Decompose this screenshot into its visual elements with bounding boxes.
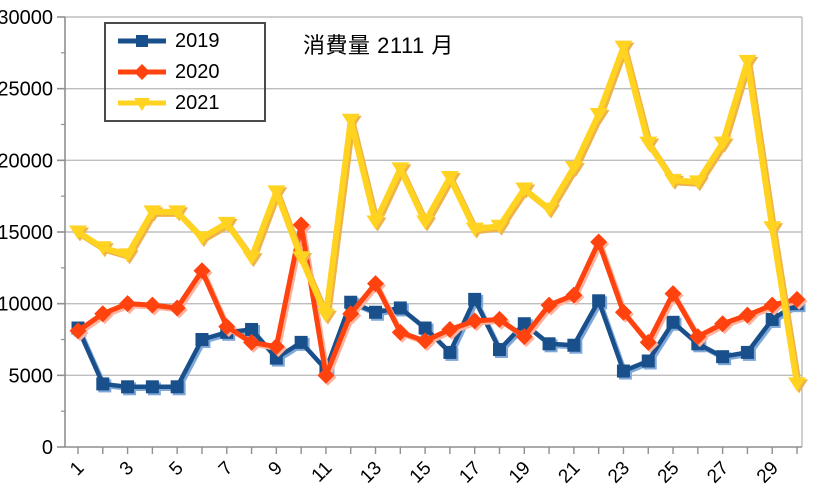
- svg-text:17: 17: [455, 458, 485, 488]
- legend-marker-2019-icon: [118, 35, 166, 48]
- svg-text:15: 15: [406, 458, 436, 488]
- legend-label-2020: 2020: [175, 60, 220, 83]
- svg-text:21: 21: [555, 458, 585, 488]
- chart-title: 消費量 2111 月: [303, 33, 454, 58]
- svg-text:11: 11: [308, 458, 337, 487]
- legend-marker-2020-icon: [118, 63, 166, 80]
- svg-text:7: 7: [215, 458, 237, 480]
- legend: 2019 2020 2021: [104, 22, 266, 122]
- legend-marker-2021-icon: [118, 97, 166, 111]
- svg-text:13: 13: [356, 458, 386, 488]
- svg-text:5000: 5000: [9, 365, 54, 387]
- legend-item-2020: 2020: [116, 57, 264, 87]
- svg-text:25000: 25000: [0, 79, 53, 101]
- svg-text:19: 19: [505, 458, 535, 488]
- svg-text:29: 29: [753, 458, 783, 488]
- svg-text:0: 0: [42, 437, 53, 459]
- svg-text:9: 9: [265, 458, 287, 480]
- svg-text:20000: 20000: [0, 150, 53, 172]
- svg-text:15000: 15000: [0, 222, 53, 244]
- svg-text:25: 25: [654, 458, 684, 488]
- svg-text:23: 23: [604, 458, 634, 488]
- legend-label-2021: 2021: [175, 91, 220, 114]
- svg-text:5: 5: [165, 458, 187, 480]
- svg-text:27: 27: [703, 458, 733, 488]
- legend-item-2019: 2019: [116, 26, 264, 56]
- legend-item-2021: 2021: [116, 88, 264, 118]
- svg-text:30000: 30000: [0, 7, 53, 29]
- svg-text:1: 1: [66, 458, 88, 480]
- svg-text:10000: 10000: [0, 294, 53, 316]
- legend-label-2019: 2019: [175, 30, 220, 53]
- svg-text:3: 3: [116, 458, 138, 480]
